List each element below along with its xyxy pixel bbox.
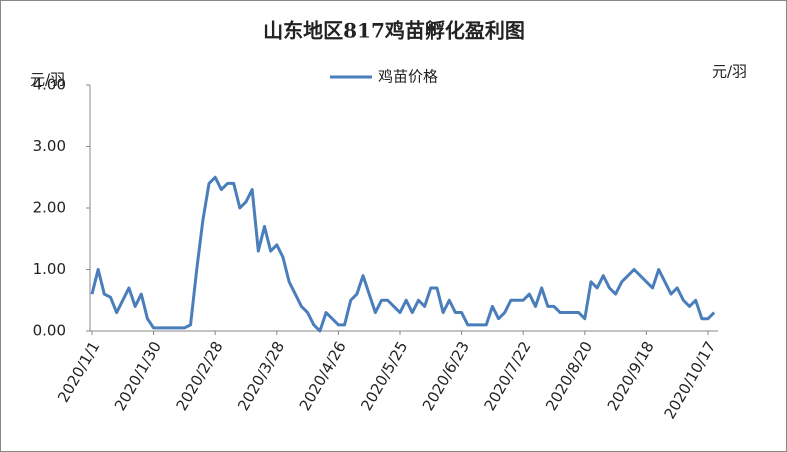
line-series	[90, 175, 716, 333]
y-axis-label: 元/羽	[30, 71, 65, 89]
y-tick-label: 1.00	[33, 260, 66, 278]
y-tick-label: 0.00	[33, 322, 66, 340]
y-tick-label: 2.00	[33, 199, 66, 217]
y2-axis-label: 元/羽	[712, 63, 747, 81]
y-tick-label: 4.00	[33, 76, 66, 94]
y-tick-label: 3.00	[33, 137, 66, 155]
chart-title: 山东地区817鸡苗孵化盈利图	[263, 19, 525, 43]
legend-label: 鸡苗价格	[378, 68, 438, 86]
